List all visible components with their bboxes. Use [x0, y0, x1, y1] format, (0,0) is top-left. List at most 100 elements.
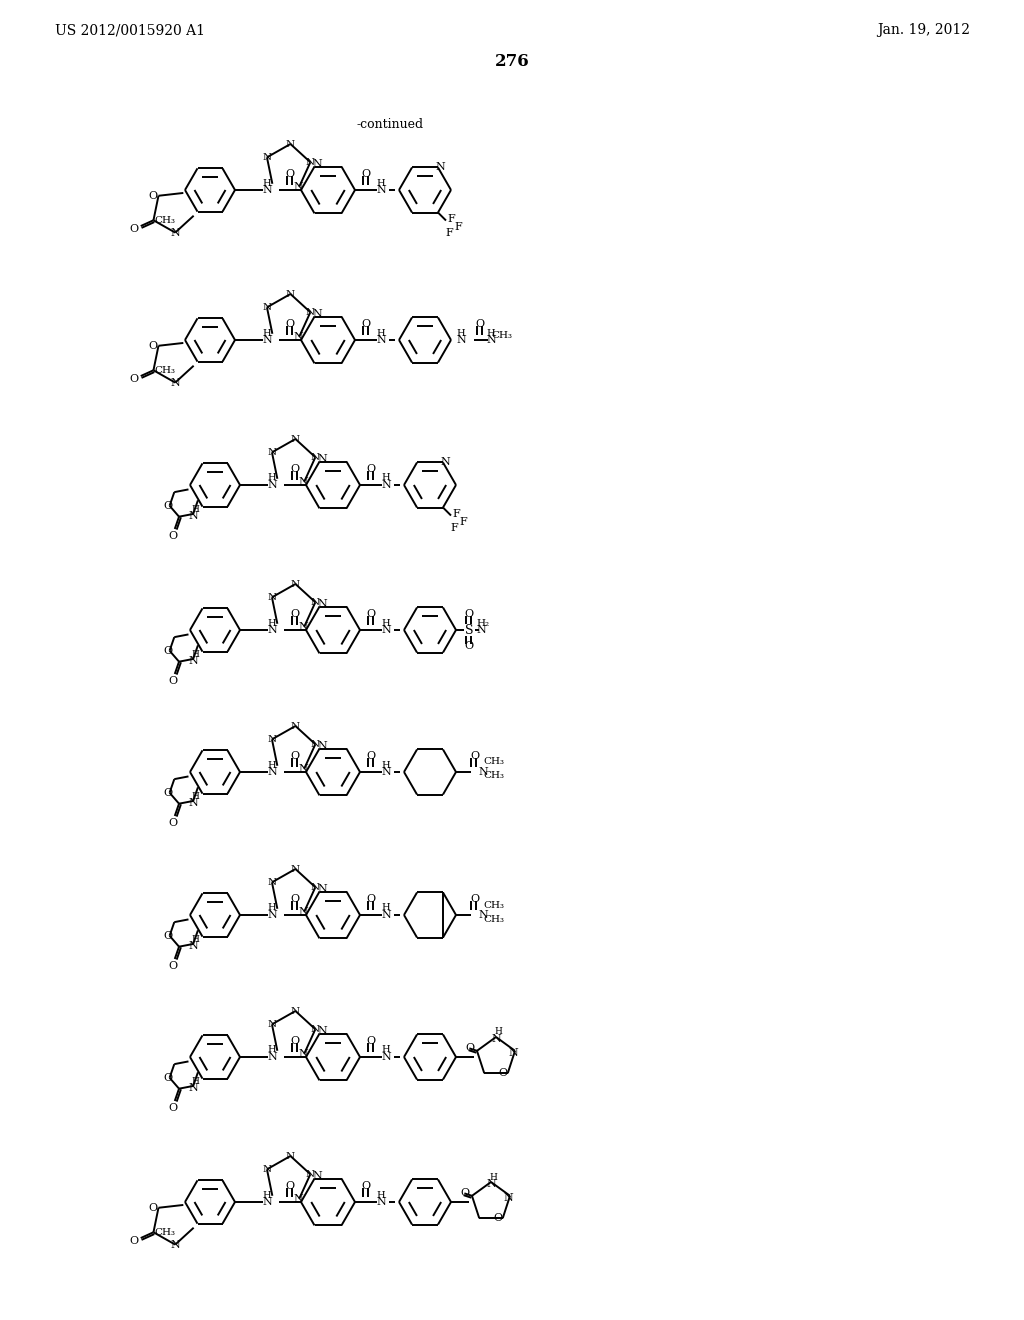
- Text: N: N: [376, 1197, 386, 1206]
- Text: Jan. 19, 2012: Jan. 19, 2012: [877, 22, 970, 37]
- Text: N: N: [267, 878, 276, 887]
- Text: N: N: [381, 1052, 391, 1063]
- Text: N: N: [478, 909, 487, 920]
- Text: N: N: [306, 1170, 315, 1179]
- Text: N: N: [267, 1052, 276, 1063]
- Text: N: N: [440, 458, 450, 467]
- Text: N: N: [188, 941, 198, 950]
- Text: O: O: [163, 645, 172, 656]
- Text: O: O: [168, 1102, 177, 1113]
- Text: O: O: [291, 1036, 300, 1045]
- Text: F: F: [453, 508, 460, 519]
- Text: N: N: [267, 447, 276, 457]
- Text: N: N: [293, 182, 303, 191]
- Text: F: F: [459, 516, 467, 527]
- Text: N: N: [286, 1151, 295, 1160]
- Text: N: N: [317, 598, 328, 609]
- Text: N: N: [508, 1048, 518, 1057]
- Text: H: H: [267, 1045, 276, 1055]
- Text: N: N: [376, 185, 386, 195]
- Text: N: N: [291, 579, 300, 589]
- Text: N: N: [486, 335, 496, 345]
- Text: N: N: [312, 1171, 323, 1180]
- Text: O: O: [168, 961, 177, 970]
- Text: O: O: [286, 319, 295, 329]
- Text: H: H: [191, 792, 199, 801]
- Text: N: N: [170, 378, 180, 388]
- Text: -continued: -continued: [356, 119, 424, 132]
- Text: N: N: [170, 1239, 180, 1250]
- Text: O: O: [147, 1203, 157, 1213]
- Text: O: O: [130, 374, 139, 384]
- Text: H: H: [263, 178, 271, 187]
- Text: N: N: [381, 480, 391, 490]
- Text: N: N: [486, 1179, 496, 1189]
- Text: N: N: [311, 883, 319, 892]
- Text: O: O: [494, 1213, 503, 1224]
- Text: CH₃: CH₃: [483, 771, 505, 780]
- Text: H: H: [191, 651, 199, 660]
- Text: N: N: [311, 453, 319, 462]
- Text: N: N: [291, 1007, 300, 1015]
- Text: H: H: [489, 1172, 497, 1181]
- Text: N: N: [188, 656, 198, 667]
- Text: N: N: [317, 883, 328, 894]
- Text: O: O: [286, 1181, 295, 1191]
- Text: F: F: [451, 523, 458, 532]
- Text: N: N: [478, 767, 487, 777]
- Text: N: N: [503, 1193, 513, 1203]
- Text: N: N: [286, 140, 295, 149]
- Text: N: N: [317, 1026, 328, 1036]
- Text: O: O: [367, 1036, 376, 1045]
- Text: N: N: [293, 1195, 303, 1204]
- Text: F: F: [447, 214, 455, 223]
- Text: N: N: [267, 1020, 276, 1028]
- Text: O: O: [475, 319, 484, 329]
- Text: N: N: [381, 909, 391, 920]
- Text: CH₃: CH₃: [483, 758, 505, 767]
- Text: CH₃: CH₃: [155, 366, 176, 375]
- Text: CH₃: CH₃: [492, 330, 512, 339]
- Text: N: N: [262, 153, 271, 162]
- Text: O: O: [163, 788, 172, 797]
- Text: O: O: [286, 169, 295, 180]
- Text: H: H: [382, 619, 390, 627]
- Text: H: H: [267, 474, 276, 483]
- Text: N: N: [306, 157, 315, 166]
- Text: O: O: [168, 676, 177, 685]
- Text: N: N: [262, 1197, 272, 1206]
- Text: N: N: [262, 335, 272, 345]
- Text: US 2012/0015920 A1: US 2012/0015920 A1: [55, 22, 205, 37]
- Text: CH₃: CH₃: [483, 915, 505, 924]
- Text: O: O: [163, 931, 172, 941]
- Text: N: N: [291, 865, 300, 874]
- Text: O: O: [291, 751, 300, 762]
- Text: H: H: [191, 936, 199, 944]
- Text: H: H: [457, 329, 465, 338]
- Text: H: H: [267, 760, 276, 770]
- Text: O: O: [499, 1068, 507, 1078]
- Text: O: O: [168, 531, 177, 541]
- Text: O: O: [367, 609, 376, 619]
- Text: H₂: H₂: [476, 619, 489, 627]
- Text: N: N: [306, 308, 315, 317]
- Text: N: N: [298, 477, 308, 487]
- Text: H: H: [382, 903, 390, 912]
- Text: O: O: [465, 1043, 474, 1053]
- Text: S: S: [465, 623, 473, 636]
- Text: O: O: [465, 642, 473, 651]
- Text: N: N: [293, 333, 303, 342]
- Text: F: F: [454, 222, 462, 231]
- Text: N: N: [298, 622, 308, 632]
- Text: N: N: [381, 624, 391, 635]
- Text: N: N: [262, 302, 271, 312]
- Text: N: N: [267, 480, 276, 490]
- Text: H: H: [494, 1027, 502, 1036]
- Text: H: H: [377, 1191, 385, 1200]
- Text: O: O: [465, 609, 473, 619]
- Text: O: O: [291, 609, 300, 619]
- Text: O: O: [470, 751, 479, 762]
- Text: O: O: [361, 319, 371, 329]
- Text: N: N: [312, 158, 323, 169]
- Text: H: H: [377, 329, 385, 338]
